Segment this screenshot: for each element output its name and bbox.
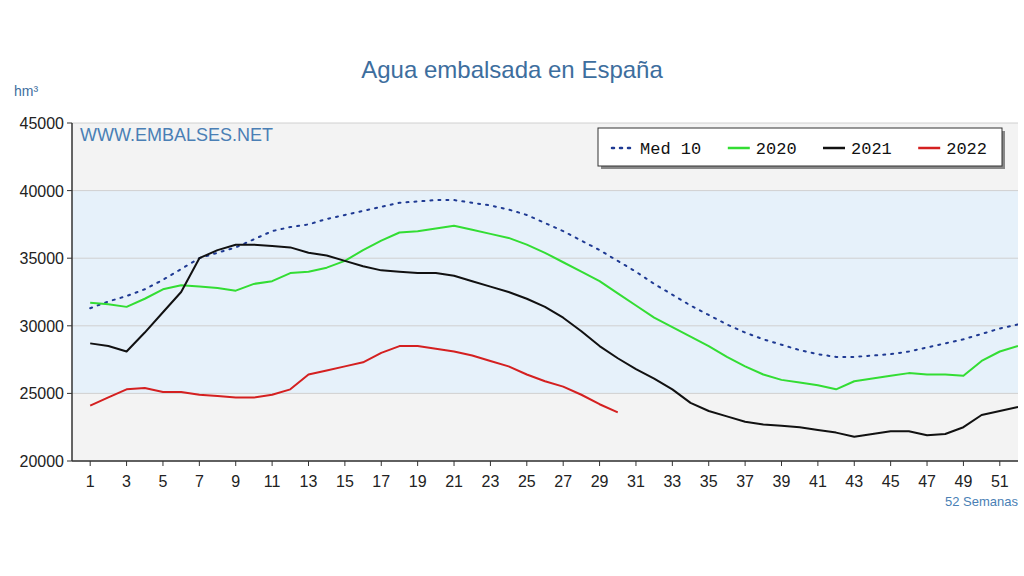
x-tick-label: 39 bbox=[773, 473, 791, 490]
x-tick-label: 21 bbox=[445, 473, 463, 490]
plot-background bbox=[72, 123, 1018, 461]
x-tick-label: 35 bbox=[700, 473, 718, 490]
grid-line bbox=[72, 393, 1018, 394]
series-line bbox=[90, 346, 618, 412]
x-tick-label: 19 bbox=[409, 473, 427, 490]
grid-line bbox=[72, 123, 1018, 124]
x-tick-label: 31 bbox=[627, 473, 645, 490]
x-tick-label: 15 bbox=[336, 473, 354, 490]
chart-svg: 2000025000300003500040000450001357911131… bbox=[0, 0, 1024, 576]
legend: Med 10 2020 2021 2022 bbox=[598, 128, 1005, 169]
x-tick-label: 17 bbox=[372, 473, 390, 490]
y-tick-label: 40000 bbox=[20, 183, 65, 200]
x-tick-label: 49 bbox=[955, 473, 973, 490]
y-tick-label: 25000 bbox=[20, 385, 65, 402]
grid-line bbox=[72, 325, 1018, 326]
x-tick-label: 11 bbox=[264, 473, 281, 490]
legend-swatch bbox=[728, 147, 750, 150]
y-tick-label: 45000 bbox=[20, 115, 65, 132]
x-tick-label: 27 bbox=[554, 473, 572, 490]
y-tick-label: 20000 bbox=[20, 453, 65, 470]
x-tick-label: 23 bbox=[482, 473, 500, 490]
plot-band bbox=[72, 191, 1018, 394]
x-tick-label: 13 bbox=[300, 473, 318, 490]
legend-label: Med 10 bbox=[640, 140, 701, 159]
legend-box bbox=[598, 128, 1002, 166]
series-line bbox=[90, 226, 1018, 390]
x-tick-label: 41 bbox=[809, 473, 827, 490]
x-tick-label: 29 bbox=[591, 473, 609, 490]
series-group bbox=[90, 200, 1018, 437]
y-axis bbox=[71, 123, 73, 461]
x-tick-label: 5 bbox=[159, 473, 168, 490]
x-axis-label: 52 Semanas bbox=[945, 494, 1018, 509]
legend-swatch bbox=[612, 147, 634, 150]
x-tick-label: 9 bbox=[231, 473, 240, 490]
x-tick-label: 43 bbox=[845, 473, 863, 490]
x-axis bbox=[72, 460, 1018, 462]
x-tick-label: 7 bbox=[195, 473, 204, 490]
x-tick-label: 51 bbox=[991, 473, 1009, 490]
grid-line bbox=[72, 258, 1018, 259]
chart-container: 2000025000300003500040000450001357911131… bbox=[0, 0, 1024, 576]
x-tick-label: 33 bbox=[663, 473, 681, 490]
grid-line bbox=[72, 461, 1018, 462]
x-tick-label: 25 bbox=[518, 473, 536, 490]
legend-swatch bbox=[823, 147, 845, 150]
legend-swatch bbox=[918, 147, 940, 150]
x-tick-label: 1 bbox=[86, 473, 95, 490]
x-tick-label: 45 bbox=[882, 473, 900, 490]
x-tick-label: 37 bbox=[736, 473, 754, 490]
series-line bbox=[90, 200, 1018, 357]
chart-title: Agua embalsada en España bbox=[361, 56, 663, 83]
y-tick-label: 35000 bbox=[20, 250, 65, 267]
watermark: WWW.EMBALSES.NET bbox=[80, 125, 273, 145]
y-axis-label: hm³ bbox=[14, 83, 38, 99]
x-tick-label: 47 bbox=[918, 473, 936, 490]
legend-label: 2020 bbox=[756, 140, 797, 159]
series-line bbox=[90, 245, 1018, 437]
legend-label: 2022 bbox=[946, 140, 987, 159]
legend-label: 2021 bbox=[851, 140, 892, 159]
y-tick-label: 30000 bbox=[20, 318, 65, 335]
grid-line bbox=[72, 190, 1018, 191]
x-tick-label: 3 bbox=[122, 473, 131, 490]
